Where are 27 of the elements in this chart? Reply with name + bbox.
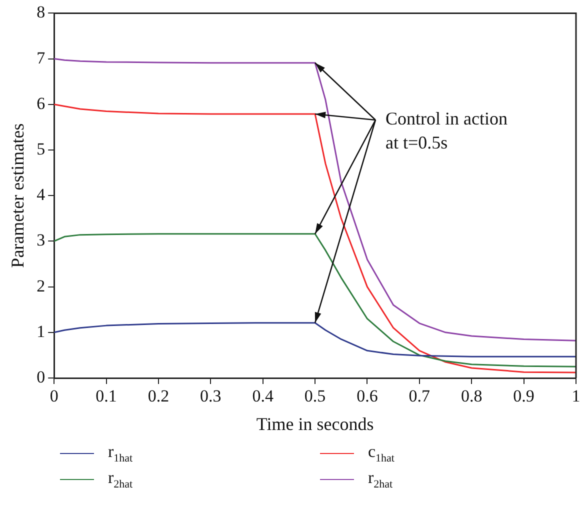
- x-tick-label: 0.6: [356, 386, 378, 406]
- x-tick-label: 0.4: [252, 386, 274, 406]
- x-tick-label: 0.5: [304, 386, 326, 406]
- legend-label: r$_{1hat}$: [108, 442, 133, 464]
- y-tick-label: 2: [36, 276, 46, 296]
- y-tick-label: 7: [36, 48, 46, 68]
- annotation: Control in action at t=0.5s: [386, 108, 508, 153]
- x-tick-label: 0: [50, 386, 58, 406]
- y-tick-label: 1: [36, 322, 46, 341]
- y-tick-label: 4: [36, 185, 46, 204]
- legend-label: r$_{2hat}$: [108, 468, 133, 491]
- legend-label: c$_{1hat}$: [368, 442, 394, 464]
- x-tick-label: 0.8: [460, 386, 482, 406]
- y-axis-title: Parameter estimates: [8, 123, 28, 268]
- x-tick-label: 0.7: [408, 386, 431, 406]
- legend-label: r$_{2hat}$: [368, 468, 393, 491]
- x-tick-label: 1: [572, 386, 580, 406]
- y-tick-label: 6: [36, 94, 46, 113]
- x-tick-label: 0.2: [148, 386, 170, 406]
- y-tick-label: 5: [36, 139, 46, 158]
- x-axis-title: Time in seconds: [256, 414, 374, 434]
- x-tick-label: 0.3: [200, 386, 222, 406]
- y-tick-label: 3: [36, 230, 46, 250]
- x-tick-label: 0.9: [513, 386, 534, 406]
- y-tick-label: 8: [36, 2, 46, 22]
- y-tick-label: 0: [36, 367, 46, 386]
- x-tick-label: 0.1: [96, 386, 117, 406]
